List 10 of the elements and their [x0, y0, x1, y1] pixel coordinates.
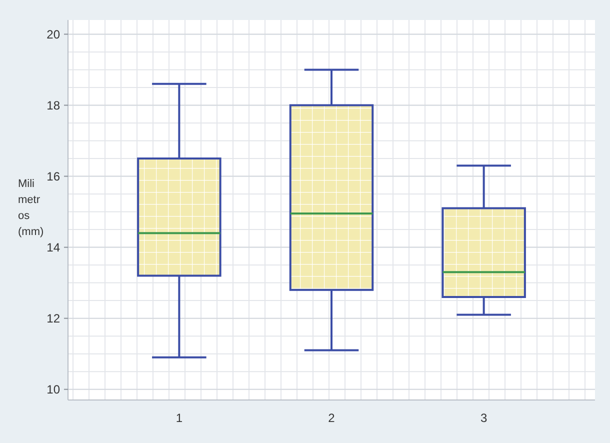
x-tick-label: 1	[176, 411, 183, 425]
y-tick-label: 16	[46, 169, 60, 184]
y-axis-title: Milimetros (mm)	[18, 178, 44, 238]
y-tick-label: 14	[46, 240, 60, 254]
y-tick-label: 12	[46, 312, 60, 326]
x-tick-label: 3	[480, 411, 488, 425]
y-tick-label: 18	[46, 98, 60, 112]
y-tick-label: 10	[46, 382, 60, 397]
y-tick-label: 20	[46, 27, 60, 42]
x-tick-label: 2	[328, 411, 336, 425]
